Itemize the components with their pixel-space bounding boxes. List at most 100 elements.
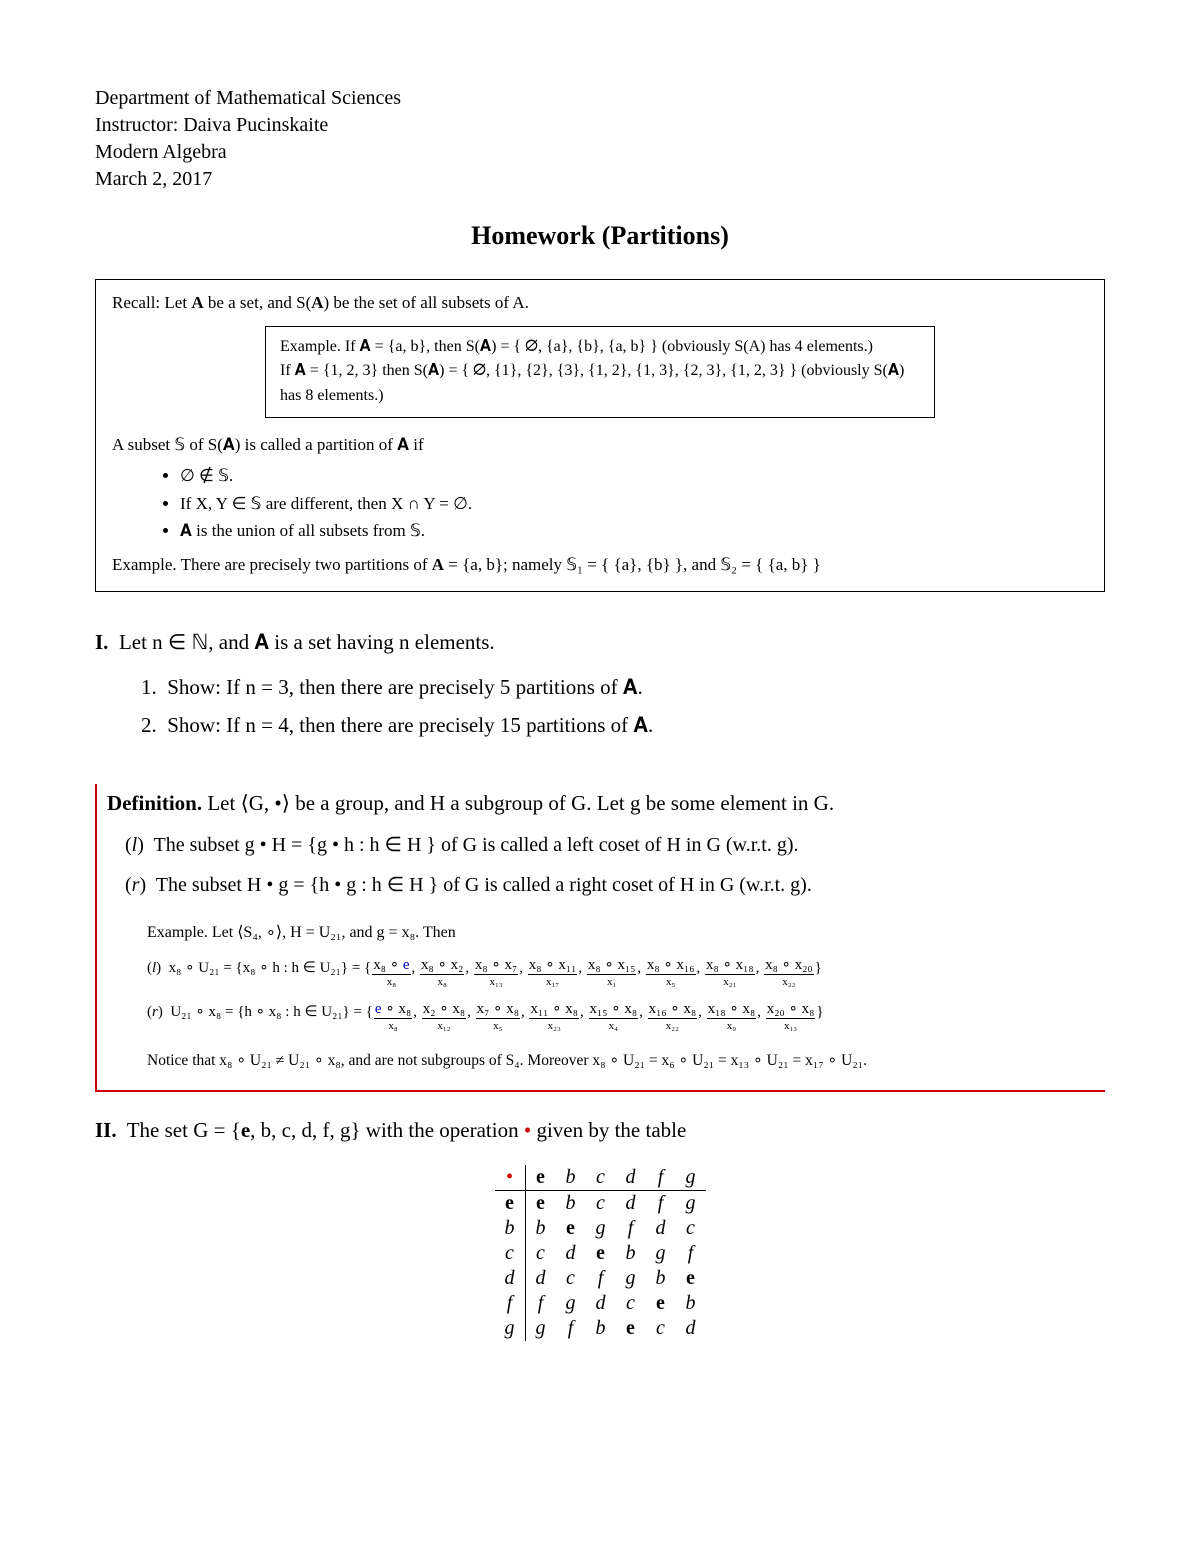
definition-box: Definition. Let ⟨G, •⟩ be a group, and H… — [95, 784, 1105, 1092]
cayley-col-header: c — [586, 1165, 616, 1191]
cayley-row-header: g — [495, 1316, 526, 1341]
cayley-cell: f — [525, 1291, 556, 1316]
cayley-col-header: d — [616, 1165, 646, 1191]
cayley-cell: b — [676, 1291, 706, 1316]
cayley-cell: b — [616, 1241, 646, 1266]
problem-1: I. Let n ∈ ℕ, and 𝐀 is a set having n el… — [95, 626, 1105, 742]
cayley-cell: e — [525, 1190, 556, 1216]
cayley-cell: f — [646, 1190, 676, 1216]
underbrace-term: x₁₆ ∘ x₈x₂₂ — [648, 1002, 698, 1032]
page-title: Homework (Partitions) — [95, 221, 1105, 251]
cayley-cell: b — [646, 1266, 676, 1291]
cayley-cell: b — [525, 1216, 556, 1241]
cayley-row-header: b — [495, 1216, 526, 1241]
cayley-cell: g — [556, 1291, 586, 1316]
coset-notice: Notice that x₈ ∘ U₂₁ ≠ U₂₁ ∘ x₈, and are… — [147, 1050, 1105, 1072]
cayley-cell: d — [646, 1216, 676, 1241]
cayley-cell: c — [556, 1266, 586, 1291]
course-header: Department of Mathematical Sciences Inst… — [95, 85, 1105, 193]
problem-2: II. The set G = {e, b, c, d, f, g} with … — [95, 1118, 1105, 1143]
cayley-col-header: b — [556, 1165, 586, 1191]
cayley-cell: d — [586, 1291, 616, 1316]
underbrace-term: x₈ ∘ x₁₈x₂₁ — [705, 958, 755, 988]
problem-1-intro: I. Let n ∈ ℕ, and 𝐀 is a set having n el… — [95, 626, 1105, 659]
cond-3: 𝐀 is the union of all subsets from 𝕊. — [180, 518, 1088, 544]
cayley-cell: e — [646, 1291, 676, 1316]
underbrace-term: x₈ ∘ x₁₆x₅ — [646, 958, 696, 988]
underbrace-term: x₈ ∘ ex₈ — [372, 958, 410, 988]
cayley-row-header: d — [495, 1266, 526, 1291]
cayley-cell: g — [676, 1190, 706, 1216]
cayley-cell: f — [556, 1316, 586, 1341]
underbrace-term: x₈ ∘ x₂₀x₂₂ — [764, 958, 814, 988]
cayley-cell: c — [646, 1316, 676, 1341]
right-coset-def: (r) The subset H • g = {h • g : h ∈ H } … — [125, 870, 1105, 900]
cayley-cell: d — [556, 1241, 586, 1266]
recall-intro: Recall: Let A be a set, and S(A) be the … — [112, 290, 1088, 316]
page: Department of Mathematical Sciences Inst… — [0, 0, 1200, 1553]
example-line-2: If 𝐀 = {1, 2, 3} then S(𝐀) = { ∅, {1}, {… — [280, 359, 920, 409]
problem-1-subitems: 1. Show: If n = 3, then there are precis… — [141, 671, 1105, 742]
underbrace-term: x₂ ∘ x₈x₁₂ — [422, 1002, 466, 1032]
left-coset-compute: (l) x₈ ∘ U₂₁ = {x₈ ∘ h : h ∈ U₂₁} = {x₈ … — [147, 958, 1105, 988]
coset-example: Example. Let ⟨S₄, ∘⟩, H = U₂₁, and g = x… — [147, 922, 1105, 1072]
example-inner-box: Example. If 𝐀 = {a, b}, then S(𝐀) = { ∅,… — [265, 326, 935, 418]
cond-2: If X, Y ∈ 𝕊 are different, then X ∩ Y = … — [180, 491, 1088, 517]
cayley-cell: f — [586, 1266, 616, 1291]
instructor-line: Instructor: Daiva Pucinskaite — [95, 112, 1105, 139]
cayley-cell: d — [525, 1266, 556, 1291]
cayley-cell: g — [616, 1266, 646, 1291]
underbrace-term: x₁₈ ∘ x₈x₉ — [707, 1002, 757, 1032]
dept-line: Department of Mathematical Sciences — [95, 85, 1105, 112]
underbrace-term: x₁₅ ∘ x₈x₄ — [589, 1002, 639, 1032]
definition-head: Definition. Let ⟨G, •⟩ be a group, and H… — [107, 788, 1105, 820]
cayley-cell: d — [616, 1190, 646, 1216]
cayley-cell: f — [676, 1241, 706, 1266]
cayley-cell: b — [556, 1190, 586, 1216]
cayley-cell: e — [586, 1241, 616, 1266]
cayley-row-header: e — [495, 1190, 526, 1216]
cayley-cell: c — [586, 1190, 616, 1216]
right-coset-terms: e ∘ x₈x₈, x₂ ∘ x₈x₁₂, x₇ ∘ x₈x₅, x₁₁ ∘ x… — [373, 1004, 816, 1020]
underbrace-term: x₈ ∘ x₁₁x₁₇ — [528, 958, 578, 988]
cayley-cell: g — [586, 1216, 616, 1241]
underbrace-term: x₈ ∘ x₂x₈ — [420, 958, 464, 988]
recall-box: Recall: Let A be a set, and S(A) be the … — [95, 279, 1105, 592]
cond-1: ∅ ∉ 𝕊. — [180, 463, 1088, 489]
cayley-col-header: f — [646, 1165, 676, 1191]
cayley-cell: c — [676, 1216, 706, 1241]
left-coset-def: (l) The subset g • H = {g • h : h ∈ H } … — [125, 830, 1105, 860]
cayley-cell: c — [525, 1241, 556, 1266]
underbrace-term: e ∘ x₈x₈ — [374, 1002, 412, 1032]
cayley-cell: f — [616, 1216, 646, 1241]
cayley-corner: • — [495, 1165, 526, 1191]
underbrace-term: x₇ ∘ x₈x₅ — [476, 1002, 520, 1032]
cayley-cell: e — [556, 1216, 586, 1241]
right-coset-compute: (r) U₂₁ ∘ x₈ = {h ∘ x₈ : h ∈ U₂₁} = {e ∘… — [147, 1002, 1105, 1032]
underbrace-term: x₁₁ ∘ x₈x₂₃ — [529, 1002, 579, 1032]
cayley-col-header: g — [676, 1165, 706, 1191]
partition-def: A subset 𝕊 of S(𝐀) is called a partition… — [112, 432, 1088, 458]
cayley-cell: e — [616, 1316, 646, 1341]
cayley-row-header: c — [495, 1241, 526, 1266]
underbrace-term: x₂₀ ∘ x₈x₁₃ — [766, 1002, 816, 1032]
underbrace-term: x₈ ∘ x₇x₁₃ — [474, 958, 518, 988]
course-line: Modern Algebra — [95, 139, 1105, 166]
partition-example-line: Example. There are precisely two partiti… — [112, 552, 1088, 578]
cayley-cell: e — [676, 1266, 706, 1291]
problem-1-item-2: 2. Show: If n = 4, then there are precis… — [141, 709, 1105, 742]
cayley-cell: c — [616, 1291, 646, 1316]
problem-1-item-1: 1. Show: If n = 3, then there are precis… — [141, 671, 1105, 704]
example-line-1: Example. If 𝐀 = {a, b}, then S(𝐀) = { ∅,… — [280, 335, 920, 360]
partition-conditions: ∅ ∉ 𝕊. If X, Y ∈ 𝕊 are different, then X… — [140, 463, 1088, 544]
cayley-cell: b — [586, 1316, 616, 1341]
cayley-cell: g — [525, 1316, 556, 1341]
underbrace-term: x₈ ∘ x₁₅x₁ — [587, 958, 637, 988]
coset-example-head: Example. Let ⟨S₄, ∘⟩, H = U₂₁, and g = x… — [147, 922, 1105, 944]
cayley-row-header: f — [495, 1291, 526, 1316]
cayley-cell: g — [646, 1241, 676, 1266]
date-line: March 2, 2017 — [95, 166, 1105, 193]
cayley-cell: d — [676, 1316, 706, 1341]
left-coset-terms: x₈ ∘ ex₈, x₈ ∘ x₂x₈, x₈ ∘ x₇x₁₃, x₈ ∘ x₁… — [371, 960, 814, 976]
cayley-table: •ebcdfgeebcdfgbbegfdcccdebgfddcfgbeffgdc… — [495, 1165, 706, 1341]
